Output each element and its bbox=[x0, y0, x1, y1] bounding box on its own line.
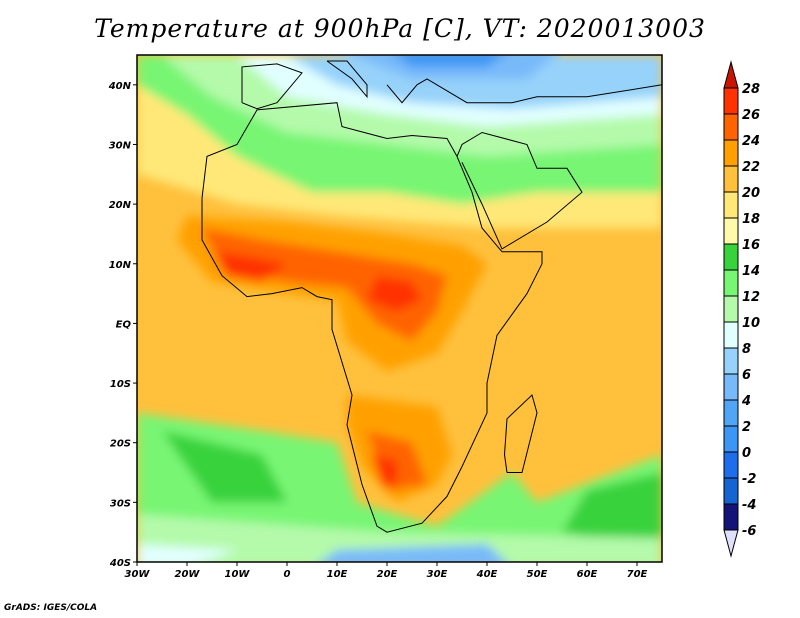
colorbar-swatch bbox=[723, 269, 739, 297]
x-tick-label: 50E bbox=[527, 569, 548, 580]
colorbar-swatch bbox=[723, 113, 739, 141]
colorbar-label: 18 bbox=[742, 212, 760, 227]
colorbar-swatch bbox=[723, 295, 739, 323]
temperature-contour-region bbox=[137, 544, 237, 562]
colorbar-label: 16 bbox=[742, 238, 760, 253]
colorbar-swatch bbox=[723, 503, 739, 531]
colorbar-label: -6 bbox=[742, 524, 756, 539]
y-tick-label: 10S bbox=[110, 379, 131, 390]
temperature-contour-region bbox=[202, 228, 447, 342]
temperature-contour-region bbox=[395, 55, 504, 67]
y-tick-label: 10N bbox=[109, 260, 132, 271]
colorbar-swatch bbox=[723, 217, 739, 245]
temperature-contour-region bbox=[352, 55, 555, 79]
temperature-contour-region bbox=[367, 430, 427, 491]
colorbar-swatch bbox=[723, 477, 739, 505]
x-tick-label: 60E bbox=[577, 569, 598, 580]
colorbar-swatch bbox=[723, 399, 739, 427]
colorbar-label: -2 bbox=[742, 472, 756, 487]
y-tick-label: 20N bbox=[109, 200, 132, 211]
colorbar-swatch bbox=[723, 347, 739, 375]
colorbar-label: 12 bbox=[742, 290, 760, 305]
coastline bbox=[241, 63, 303, 110]
temperature-field bbox=[137, 55, 662, 562]
y-tick-label: EQ bbox=[116, 319, 132, 330]
x-tick-label: 20E bbox=[377, 569, 398, 580]
x-tick-label: 30W bbox=[125, 569, 151, 580]
x-tick-label: 0 bbox=[284, 569, 291, 580]
y-tick-label: 40N bbox=[108, 81, 132, 92]
coastline bbox=[386, 78, 662, 104]
colorbar-swatch bbox=[723, 139, 739, 167]
colorbar-label: 28 bbox=[742, 82, 760, 97]
y-tick-label: 30S bbox=[110, 498, 131, 509]
map-title: Temperature at 900hPa [C], VT: 202001300… bbox=[94, 14, 706, 43]
colorbar-label: 22 bbox=[742, 160, 760, 175]
x-tick-label: 10W bbox=[225, 569, 251, 580]
temperature-contour-region bbox=[162, 430, 287, 503]
colorbar-label: 10 bbox=[742, 316, 760, 331]
colorbar-swatch bbox=[723, 87, 739, 115]
colorbar-label: 14 bbox=[742, 264, 760, 279]
y-tick-label: 40S bbox=[109, 558, 131, 569]
x-tick-label: 70E bbox=[627, 569, 648, 580]
colorbar-label: 6 bbox=[742, 368, 751, 383]
colorbar-label: 20 bbox=[742, 186, 760, 201]
colorbar-label: 8 bbox=[742, 342, 751, 357]
colorbar-label: 26 bbox=[742, 108, 760, 123]
x-tick-label: 40E bbox=[476, 569, 498, 580]
temperature-contour-region bbox=[372, 454, 397, 485]
colorbar-swatch bbox=[723, 243, 739, 271]
colorbar-above-arrow bbox=[723, 60, 739, 89]
temperature-contour-region bbox=[320, 544, 506, 562]
temperature-contour-region bbox=[137, 514, 662, 562]
y-tick-label: 30N bbox=[109, 140, 132, 151]
temperature-contour-region bbox=[562, 472, 662, 551]
colorbar-label: 0 bbox=[742, 446, 751, 461]
colorbar-label: -4 bbox=[742, 498, 756, 513]
coastline bbox=[456, 131, 583, 250]
coastline bbox=[201, 102, 543, 533]
x-tick-label: 20W bbox=[175, 569, 201, 580]
colorbar-label: 2 bbox=[742, 420, 751, 435]
colorbar-swatch bbox=[723, 425, 739, 453]
coastline bbox=[326, 60, 368, 99]
colorbar-swatch bbox=[723, 373, 739, 401]
x-tick-label: 10E bbox=[327, 569, 348, 580]
colorbar-below-arrow bbox=[723, 529, 739, 558]
colorbar-label: 24 bbox=[742, 134, 760, 149]
colorbar-swatch bbox=[723, 321, 739, 349]
map-frame bbox=[136, 54, 663, 563]
temperature-contour-region bbox=[287, 55, 662, 109]
y-tick-label: 20S bbox=[110, 439, 131, 450]
colorbar-swatch bbox=[723, 165, 739, 193]
colorbar-label: 4 bbox=[741, 394, 751, 409]
temperature-contour-region bbox=[217, 251, 287, 282]
grads-credit: GrADS: IGES/COLA bbox=[4, 603, 98, 613]
x-tick-label: 30E bbox=[427, 569, 448, 580]
colorbar-swatch bbox=[723, 191, 739, 219]
coastline bbox=[503, 394, 538, 473]
temperature-contour-region bbox=[367, 275, 422, 312]
colorbar-swatch bbox=[723, 451, 739, 479]
